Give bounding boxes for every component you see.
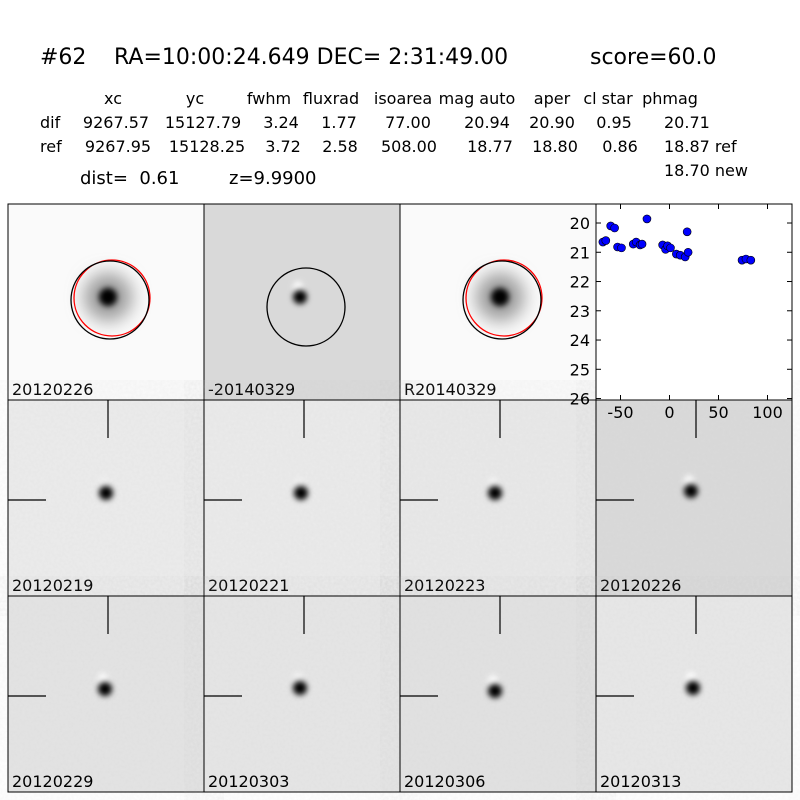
stamp-label: -20140329 <box>208 380 295 399</box>
aperture-red <box>73 259 151 337</box>
stamp-noise <box>596 400 792 596</box>
plot-area <box>595 203 793 401</box>
coordinates: RA=10:00:24.649 DEC= 2:31:49.00 <box>114 45 508 70</box>
y-tick-label: 20 <box>570 214 590 233</box>
stamp-label: 20120303 <box>208 772 289 791</box>
cell: 2.58 <box>322 137 358 156</box>
column-header: fluxrad <box>303 89 359 108</box>
column-header: phmag <box>642 89 698 108</box>
stamp: 20120223 <box>399 399 597 597</box>
aperture <box>266 267 346 347</box>
cell-extra: 18.70 new <box>664 161 748 180</box>
point <box>666 243 675 253</box>
aperture-red <box>465 259 543 337</box>
source <box>98 682 112 696</box>
stamp-label: 20120221 <box>208 576 289 595</box>
point <box>642 214 652 224</box>
cell: 3.24 <box>263 113 299 132</box>
cell: 18.77 <box>467 137 513 156</box>
stamp-label: 20120219 <box>12 576 93 595</box>
stamp: 20120226 <box>595 399 793 597</box>
y-tick-label: 25 <box>570 360 590 379</box>
x-tick-label: 100 <box>752 403 783 422</box>
column-header: xc <box>104 89 122 108</box>
cell: 0.86 <box>602 137 638 156</box>
source <box>99 486 113 500</box>
column-header: isoarea <box>374 89 432 108</box>
cell: 9267.95 <box>85 137 151 156</box>
source <box>488 486 502 500</box>
point <box>637 239 647 249</box>
cell: 20.71 <box>664 113 710 132</box>
cell: 18.80 <box>532 137 578 156</box>
cell: 15128.25 <box>169 137 245 156</box>
y-tick-label: 24 <box>570 331 590 350</box>
cell: 20.90 <box>529 113 575 132</box>
row-label: dif <box>40 113 61 132</box>
stamp: -20140329 <box>203 203 401 401</box>
column-header: fwhm <box>247 89 291 108</box>
row-label: ref <box>40 137 62 156</box>
column-header: yc <box>186 89 204 108</box>
cell: 18.87 ref <box>664 137 737 156</box>
score: score=60.0 <box>590 45 717 70</box>
source <box>293 290 307 304</box>
cell: 3.72 <box>265 137 301 156</box>
stamp: 20120221 <box>203 399 401 597</box>
stamp-label: R20140329 <box>404 380 497 399</box>
column-header: aper <box>534 89 571 108</box>
source <box>488 684 502 698</box>
source <box>294 486 308 500</box>
y-tick-label: 22 <box>570 273 590 292</box>
y-tick-label: 26 <box>570 390 590 409</box>
stamp-label: 20120306 <box>404 772 485 791</box>
stamp: R20140329 <box>399 203 597 401</box>
stamp: 20120313 <box>595 595 793 793</box>
aperture <box>462 260 542 340</box>
cell: 15127.79 <box>165 113 241 132</box>
cell: 508.00 <box>381 137 437 156</box>
stamp: 20120226 <box>7 203 205 401</box>
stamp-label: 20120226 <box>12 380 93 399</box>
point <box>682 227 692 237</box>
source <box>686 681 700 695</box>
stamp: 20120303 <box>203 595 401 793</box>
stamp-label: 20120223 <box>404 576 485 595</box>
point <box>617 243 626 253</box>
source <box>684 484 698 498</box>
x-tick-label: 0 <box>664 403 674 422</box>
stamp: 20120219 <box>7 399 205 597</box>
stamp-label: 20120226 <box>600 576 681 595</box>
x-tick-label: -50 <box>607 403 633 422</box>
source <box>293 681 307 695</box>
candidate-id: #62 <box>40 45 86 70</box>
column-header: mag auto <box>439 89 516 108</box>
cell: 1.77 <box>321 113 357 132</box>
cell: 0.95 <box>596 113 632 132</box>
column-header: cl star <box>583 89 633 108</box>
aperture <box>70 260 150 340</box>
y-tick-label: 21 <box>570 243 590 262</box>
x-tick-label: 50 <box>708 403 728 422</box>
stamp: 20120229 <box>7 595 205 793</box>
redshift: z=9.9900 <box>229 168 317 189</box>
source <box>491 288 509 306</box>
point <box>610 223 619 233</box>
point <box>746 255 756 265</box>
point <box>683 247 693 257</box>
point <box>601 236 611 245</box>
source <box>99 288 117 306</box>
stamp-frame <box>595 595 793 793</box>
cell: 77.00 <box>385 113 431 132</box>
stamp: 20120306 <box>399 595 597 793</box>
stamp-label: 20120313 <box>600 772 681 791</box>
stamp-label: 20120229 <box>12 772 93 791</box>
cell: 9267.57 <box>83 113 149 132</box>
y-tick-label: 23 <box>570 302 590 321</box>
dist: dist= 0.61 <box>80 168 179 189</box>
cell: 20.94 <box>464 113 510 132</box>
